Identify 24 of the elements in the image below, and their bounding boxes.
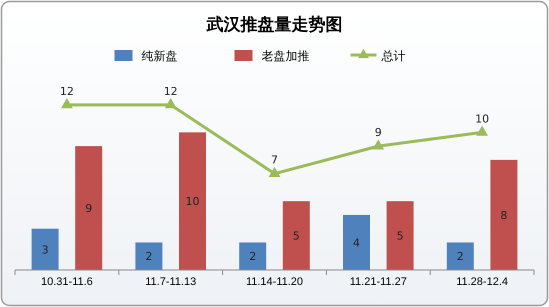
data-label: 12 xyxy=(60,84,74,98)
data-label: 2 xyxy=(249,250,256,264)
chart-title: 武汉推盘量走势图 xyxy=(206,15,342,35)
data-label: 4 xyxy=(353,236,360,250)
data-label: 12 xyxy=(164,84,178,98)
data-label: 2 xyxy=(456,250,464,264)
data-label: 9 xyxy=(374,126,382,140)
data-label: 10 xyxy=(475,112,490,126)
data-label: 3 xyxy=(42,243,49,256)
data-label: 5 xyxy=(396,230,404,243)
data-label: 2 xyxy=(145,250,152,264)
legend-label: 老盘加推 xyxy=(262,49,310,63)
x-tick-label: 11.28-12.4 xyxy=(456,276,508,288)
data-label: 5 xyxy=(292,230,300,243)
x-tick-label: 11.7-11.13 xyxy=(145,276,196,288)
data-label: 7 xyxy=(271,154,278,167)
legend-label: 总计 xyxy=(380,49,406,63)
legend-label: 纯新盘 xyxy=(142,49,178,63)
x-tick-label: 10.31-11.6 xyxy=(41,276,93,288)
x-tick-label: 11.14-11.20 xyxy=(246,276,304,288)
data-label: 8 xyxy=(500,208,508,222)
x-tick-label: 11.21-11.27 xyxy=(350,276,407,288)
data-label: 9 xyxy=(85,202,92,216)
data-label: 10 xyxy=(186,195,200,208)
